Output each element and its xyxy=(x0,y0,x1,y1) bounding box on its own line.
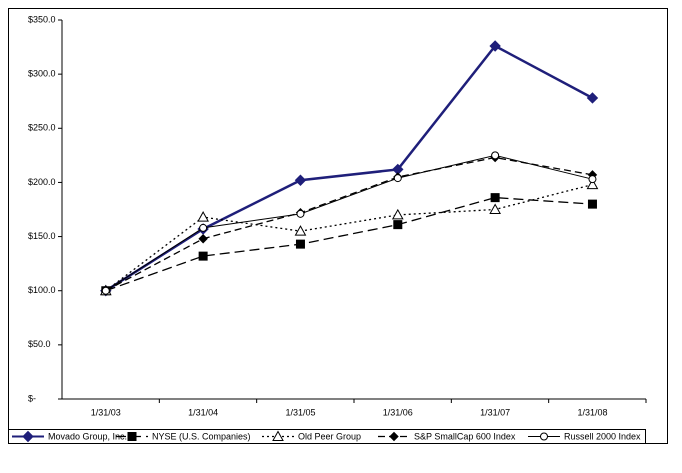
y-tick-label: $150.0 xyxy=(28,231,56,241)
y-tick-label: $200.0 xyxy=(28,177,56,187)
chart-frame xyxy=(8,8,668,444)
data-point xyxy=(489,203,501,214)
legend-label: NYSE (U.S. Companies) xyxy=(152,431,251,441)
x-tick-label: 1/31/05 xyxy=(285,407,315,417)
x-tick-label: 1/31/06 xyxy=(383,407,413,417)
y-tick-label: $100.0 xyxy=(28,285,56,295)
y-tick-label: $350.0 xyxy=(28,14,56,24)
series-line xyxy=(105,44,594,292)
legend xyxy=(8,429,646,444)
data-point xyxy=(296,209,305,218)
y-tick-label: $250.0 xyxy=(28,123,56,133)
legend-marker xyxy=(540,432,548,441)
data-point xyxy=(295,239,305,249)
data-point xyxy=(197,211,209,222)
legend-label: Russell 2000 Index xyxy=(564,431,641,441)
data-point xyxy=(491,151,500,160)
data-point xyxy=(101,286,110,295)
y-tick-label: $- xyxy=(28,393,36,403)
data-point xyxy=(198,251,208,261)
data-point xyxy=(588,175,597,184)
x-tick-label: 1/31/08 xyxy=(577,407,607,417)
legend-label: Movado Group, Inc. xyxy=(48,431,127,441)
data-point xyxy=(294,225,307,236)
data-point xyxy=(490,193,500,203)
legend-marker xyxy=(127,432,137,441)
data-point xyxy=(199,223,208,232)
data-point xyxy=(586,92,599,104)
series-line xyxy=(105,183,593,292)
series-line xyxy=(105,156,593,292)
x-tick-label: 1/31/03 xyxy=(91,407,121,417)
data-point xyxy=(393,174,402,183)
y-tick-label: $50.0 xyxy=(28,339,51,349)
x-tick-label: 1/31/07 xyxy=(480,407,510,417)
legend-marker xyxy=(22,430,34,443)
data-point xyxy=(391,208,404,220)
legend-label: S&P SmallCap 600 Index xyxy=(414,431,516,441)
data-point xyxy=(489,40,501,52)
data-point xyxy=(198,234,208,244)
data-point xyxy=(586,178,599,190)
y-tick-label: $300.0 xyxy=(28,69,56,79)
legend-label: Old Peer Group xyxy=(298,431,361,441)
series-line xyxy=(105,154,593,292)
x-tick-label: 1/31/04 xyxy=(188,407,218,417)
legend-marker xyxy=(272,430,284,441)
data-point xyxy=(587,199,597,209)
legend-marker xyxy=(389,431,399,442)
data-point xyxy=(393,220,403,230)
data-point xyxy=(294,174,307,186)
